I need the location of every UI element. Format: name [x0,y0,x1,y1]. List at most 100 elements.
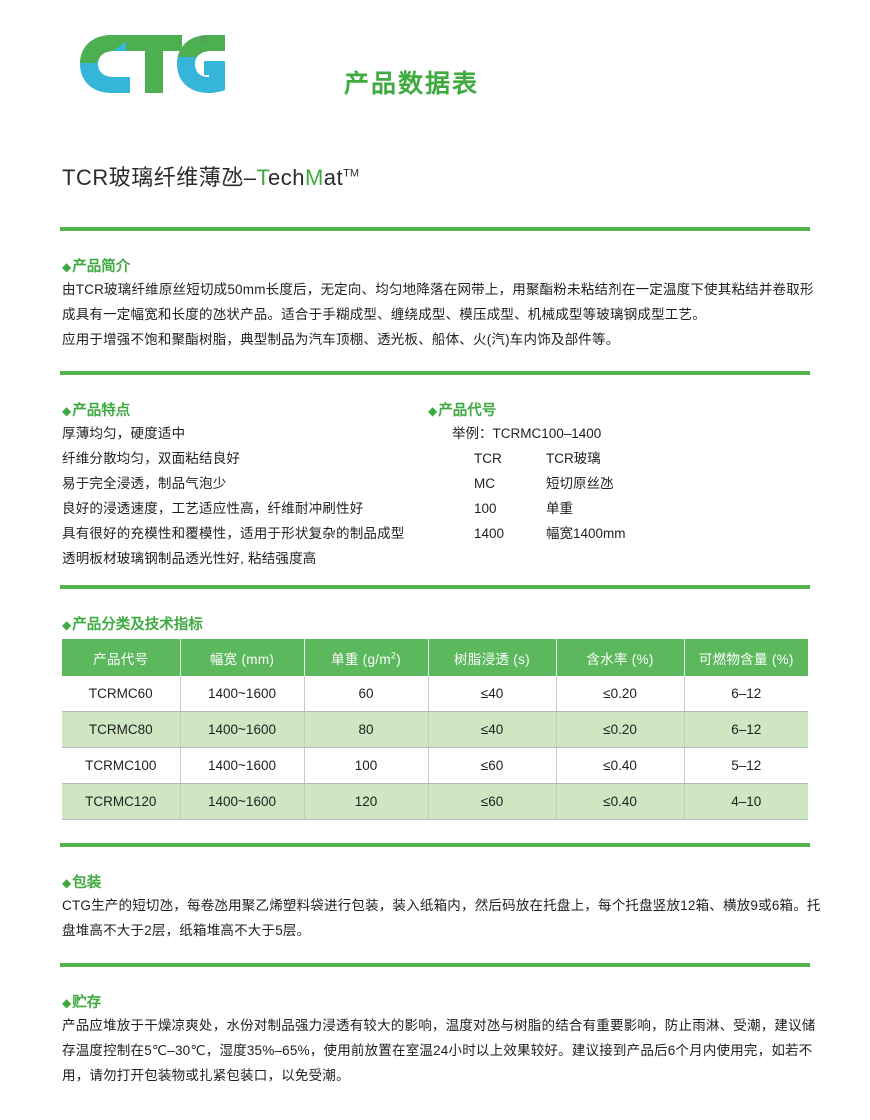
code-row: 1400 幅宽1400mm [452,521,626,546]
section-heading-storage: ◆贮存 [62,991,101,1012]
cell-combustible: 6–12 [684,676,808,712]
column-header-moisture: 含水率 (%) [556,639,685,676]
product-name-heading: TCR玻璃纤维薄氹–TechMatTM [62,160,359,192]
column-header-product-code: 产品代号 [62,639,181,676]
intro-line-1: 由TCR玻璃纤维原丝短切成50mm长度后，无定向、均匀地降落在网带上，用聚酯粉未… [62,282,814,297]
cell-product-code: TCRMC80 [62,711,181,748]
storage-line-1: 产品应堆放于干燥凉爽处，水份对制品强力浸透有较大的影响，温度对氹与树脂的结合有重… [62,1018,816,1033]
code-key: MC [474,476,495,491]
packaging-line-1: CTG生产的短切氹，每卷氹用聚乙烯塑料袋进行包装，装入纸箱内，然后码放在托盘上，… [62,898,821,913]
cell-resin-penetration: ≤60 [428,783,557,820]
diamond-bullet-icon: ◆ [62,876,72,890]
packaging-line-2: 盘堆高不大于2层，纸箱堆高不大于5层。 [62,923,311,938]
ctg-logo: ® [78,33,228,95]
page-header: ® 产品数据表 [0,0,870,130]
storage-paragraph: 产品应堆放于干燥凉爽处，水份对制品强力浸透有较大的影响，温度对氹与树脂的结合有重… [62,1013,822,1088]
section-heading-code: ◆产品代号 [428,399,496,420]
divider-1 [60,227,810,231]
registered-trademark-icon: ® [200,34,207,44]
features-list: 厚薄均匀，硬度适中 纤维分散均匀，双面粘结良好 易于完全浸透，制品气泡少 良好的… [62,421,405,571]
diamond-bullet-icon: ◆ [62,618,72,632]
code-key: TCR [474,451,502,466]
storage-line-3: 用，请勿打开包装物或扎紧包装口，以免受潮。 [62,1068,350,1083]
brand-text-ech: ech [267,165,305,190]
spec-table: 产品代号 幅宽 (mm) 单重 (g/m2) 树脂浸透 (s) 含水率 (%) … [62,639,808,820]
cell-moisture: ≤0.20 [556,711,685,748]
cell-width: 1400~1600 [180,711,305,748]
cell-moisture: ≤0.40 [556,783,685,820]
cell-combustible: 4–10 [684,783,808,820]
cell-width: 1400~1600 [180,747,305,784]
section-heading-features: ◆产品特点 [62,399,130,420]
diamond-bullet-icon: ◆ [62,404,72,418]
brand-letter-t: T [256,165,268,190]
section-heading-code-label: 产品代号 [438,403,497,419]
table-row: TCRMC100 1400~1600 100 ≤60 ≤0.40 5–12 [62,747,808,784]
code-key: 1400 [474,526,505,541]
section-heading-packaging: ◆包装 [62,871,101,892]
section-heading-intro-label: 产品简介 [72,259,131,275]
cell-moisture: ≤0.40 [556,747,685,784]
code-example-row: 举例：TCRMC100–1400 [452,421,626,446]
section-heading-intro: ◆产品简介 [62,255,130,276]
cell-resin-penetration: ≤40 [428,711,557,748]
storage-line-2: 存温度控制在5℃–30℃，湿度35%–65%，使用前放置在室温24小时以上效果较… [62,1043,813,1058]
code-value: 幅宽1400mm [546,526,626,541]
cell-product-code: TCRMC100 [62,747,181,784]
code-example-label: 举例： [452,426,493,441]
cell-combustible: 5–12 [684,747,808,784]
code-value: TCR玻璃 [546,451,601,466]
cell-resin-penetration: ≤60 [428,747,557,784]
trademark-superscript: TM [343,167,360,180]
unit-paren-close: ) [396,651,401,667]
cell-moisture: ≤0.20 [556,676,685,712]
ctg-logo-icon [80,35,225,93]
code-row: 100 单重 [452,496,626,521]
packaging-paragraph: CTG生产的短切氹，每卷氹用聚乙烯塑料袋进行包装，装入纸箱内，然后码放在托盘上，… [62,893,822,943]
column-header-unit-weight: 单重 (g/m2) [304,639,429,676]
column-header-combustible: 可燃物含量 (%) [684,639,808,676]
divider-4 [60,843,810,847]
code-example-value: TCRMC100–1400 [492,426,602,441]
diamond-bullet-icon: ◆ [62,996,72,1010]
column-header-unit-weight-label: 单重 (g/m [331,651,391,667]
brand-text-at: at [323,165,344,190]
divider-3 [60,585,810,589]
list-item: 良好的浸透速度，工艺适应性高，纤维耐冲刷性好 [62,501,364,516]
divider-5 [60,963,810,967]
code-row: MC 短切原丝氹 [452,471,626,496]
list-item: 纤维分散均匀，双面粘结良好 [62,451,241,466]
page-title: 产品数据表 [344,70,480,98]
intro-line-3: 应用于增强不饱和聚酯树脂，典型制品为汽车顶棚、透光板、船体、火(汽)车内饰及部件… [62,332,620,347]
cell-width: 1400~1600 [180,783,305,820]
diamond-bullet-icon: ◆ [62,260,72,274]
divider-2 [60,371,810,375]
code-key: 100 [474,501,497,516]
unit-superscript: 2 [390,650,397,660]
column-header-resin-penetration: 树脂浸透 (s) [428,639,557,676]
table-row: TCRMC120 1400~1600 120 ≤60 ≤0.40 4–10 [62,783,808,820]
column-header-width: 幅宽 (mm) [180,639,305,676]
cell-width: 1400~1600 [180,676,305,712]
code-value: 单重 [546,501,573,516]
table-row: TCRMC60 1400~1600 60 ≤40 ≤0.20 6–12 [62,676,808,712]
code-value: 短切原丝氹 [546,476,614,491]
section-heading-features-label: 产品特点 [72,403,131,419]
list-item: 具有很好的充模性和覆模性，适用于形状复杂的制品成型 [62,526,405,541]
cell-unit-weight: 120 [304,783,429,820]
section-heading-storage-label: 贮存 [72,995,102,1011]
cell-combustible: 6–12 [684,711,808,748]
list-item: 厚薄均匀，硬度适中 [62,426,186,441]
diamond-bullet-icon: ◆ [428,404,438,418]
brand-letter-m: M [304,165,324,190]
intro-line-2: 成具有一定幅宽和长度的氹状产品。适合于手糊成型、缠绕成型、模压成型、机械成型等玻… [62,307,706,322]
list-item: 透明板材玻璃钢制品透光性好, 粘结强度高 [62,551,317,566]
cell-unit-weight: 100 [304,747,429,784]
code-row: TCR TCR玻璃 [452,446,626,471]
section-heading-spec: ◆产品分类及技术指标 [62,613,203,634]
table-row: TCRMC80 1400~1600 80 ≤40 ≤0.20 6–12 [62,711,808,748]
cell-product-code: TCRMC60 [62,676,181,712]
product-code-block: 举例：TCRMC100–1400 TCR TCR玻璃 MC 短切原丝氹 100 … [452,421,626,546]
cell-unit-weight: 80 [304,711,429,748]
